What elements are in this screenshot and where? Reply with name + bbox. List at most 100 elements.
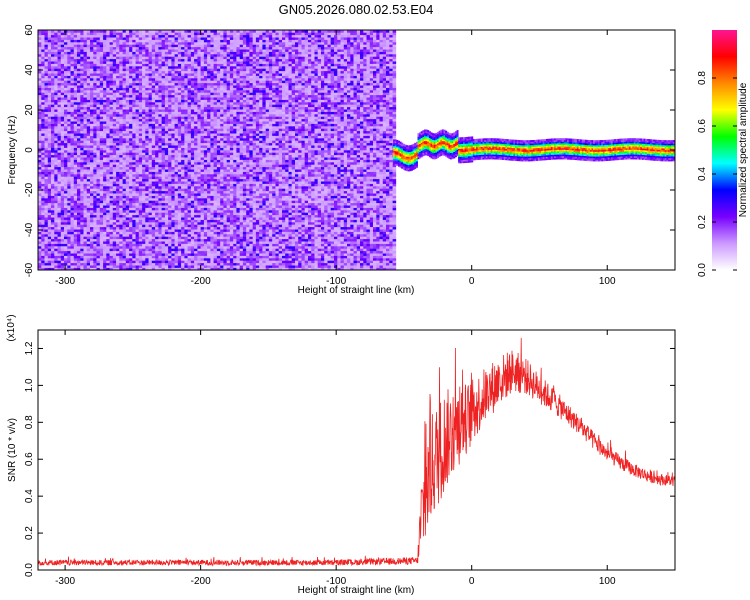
heatmap-cell [83, 121, 88, 124]
heatmap-cell [73, 188, 78, 192]
heatmap-cell [145, 78, 149, 81]
heatmap-cell [44, 241, 49, 244]
heatmap-cell [181, 87, 185, 91]
heatmap-cell [116, 54, 120, 57]
heatmap-cell [116, 238, 120, 242]
heatmap-cell [90, 58, 94, 62]
heatmap-cell [119, 174, 123, 177]
heatmap-cell [145, 157, 149, 160]
heatmap-cell [122, 78, 127, 81]
heatmap-cell [64, 226, 68, 230]
heatmap-cell [96, 32, 101, 36]
heatmap-cell [70, 46, 75, 50]
heatmap-cell [57, 61, 62, 64]
heatmap-cell [197, 97, 201, 100]
heatmap-cell [181, 128, 185, 132]
heatmap-cell [44, 90, 49, 93]
heatmap-cell [106, 260, 110, 264]
heatmap-cell [164, 174, 169, 177]
heatmap-cell [64, 66, 68, 69]
heatmap-cell [135, 46, 140, 50]
heatmap-cell [38, 195, 42, 199]
heatmap-cell [187, 195, 192, 199]
heatmap-cell [57, 214, 62, 218]
heatmap-cell [164, 111, 169, 115]
heatmap-cell [51, 214, 55, 218]
heatmap-cell [99, 226, 104, 230]
heatmap-cell [164, 61, 169, 64]
heatmap-cell [57, 78, 62, 81]
heatmap-cell [164, 109, 169, 112]
heatmap-cell [177, 202, 182, 206]
heatmap-cell [171, 188, 175, 192]
heatmap-cell [174, 210, 179, 213]
heatmap-cell [164, 171, 169, 175]
heatmap-cell [184, 255, 188, 259]
heatmap-cell [190, 99, 195, 103]
heatmap-cell [99, 61, 104, 64]
heatmap-cell [119, 51, 123, 55]
heatmap-cell [145, 248, 149, 252]
heatmap-cell [106, 253, 110, 256]
heatmap-cell [119, 152, 123, 156]
heatmap-cell [125, 39, 130, 43]
heatmap-cell [155, 106, 159, 110]
heatmap-cell [197, 250, 201, 254]
heatmap-cell [148, 152, 153, 156]
heatmap-cell [77, 164, 81, 168]
heatmap-cell [90, 200, 94, 204]
heatmap-cell [174, 195, 179, 199]
heatmap-cell [54, 202, 58, 206]
heatmap-cell [80, 68, 84, 72]
heatmap-cell [132, 78, 136, 81]
heatmap-cell [168, 94, 172, 98]
heatmap-cell [112, 82, 117, 86]
heatmap-cell [109, 140, 114, 144]
heatmap-cell [80, 250, 84, 254]
heatmap-cell [60, 159, 65, 163]
heatmap-cell [99, 241, 104, 244]
heatmap-cell [73, 133, 78, 136]
heatmap-cell [80, 234, 84, 237]
heatmap-cell [187, 207, 192, 211]
heatmap-cell [70, 37, 75, 40]
heatmap-cell [60, 248, 65, 252]
heatmap-cell [125, 145, 130, 148]
heatmap-cell [174, 224, 179, 228]
heatmap-cell [135, 248, 140, 252]
heatmap-cell [184, 130, 188, 134]
heatmap-cell [158, 159, 162, 163]
heatmap-cell [54, 61, 58, 64]
heatmap-cell [142, 140, 146, 144]
heatmap-cell [158, 104, 162, 108]
heatmap-cell [38, 186, 42, 189]
heatmap-cell [54, 260, 58, 264]
heatmap-cell [83, 205, 88, 208]
heatmap-cell [60, 68, 65, 72]
heatmap-cell [148, 166, 153, 170]
heatmap-cell [57, 39, 62, 43]
heatmap-cell [164, 162, 169, 165]
heatmap-cell [77, 171, 81, 175]
heatmap-cell [57, 104, 62, 108]
heatmap-cell [51, 94, 55, 98]
heatmap-cell [99, 42, 104, 45]
heatmap-cell [77, 34, 81, 38]
heatmap-cell [41, 217, 45, 220]
heatmap-cell [90, 56, 94, 60]
heatmap-cell [93, 150, 97, 153]
heatmap-cell [158, 150, 162, 153]
heatmap-cell [190, 90, 195, 93]
heatmap-cell [77, 54, 81, 57]
heatmap-cell [190, 46, 195, 50]
heatmap-cell [70, 236, 75, 240]
heatmap-cell [93, 188, 97, 192]
heatmap-cell [194, 210, 198, 213]
heatmap-cell [129, 46, 133, 50]
heatmap-cell [99, 128, 104, 132]
heatmap-cell [41, 255, 45, 259]
heatmap-cell [148, 73, 153, 76]
heatmap-cell [161, 202, 166, 206]
heatmap-cell [129, 94, 133, 98]
heatmap-cell [125, 234, 130, 237]
